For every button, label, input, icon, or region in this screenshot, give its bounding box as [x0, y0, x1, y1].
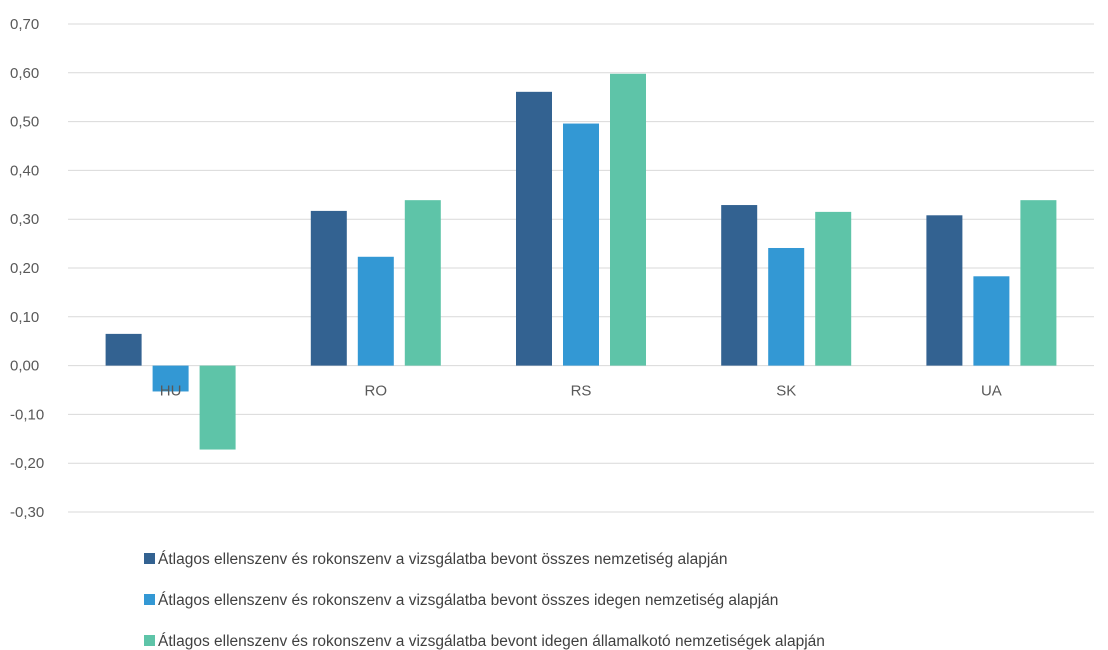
bar-sk-series-1	[721, 205, 758, 366]
bar-ua-series-1	[926, 215, 963, 366]
legend-label-2: Átlagos ellenszenv és rokonszenv a vizsg…	[158, 592, 778, 609]
legend-swatch-2	[144, 594, 155, 605]
bar-rs-series-1	[516, 91, 552, 366]
bar-sk-series-2	[768, 247, 805, 366]
category-label-ua: UA	[981, 383, 1002, 400]
bar-rs-series-3	[610, 73, 646, 366]
y-tick-label: 0,30	[10, 211, 39, 228]
legend-swatch-1	[144, 553, 155, 564]
legend: Átlagos ellenszenv és rokonszenv a vizsg…	[144, 551, 825, 650]
y-tick-label: -0,20	[10, 455, 44, 472]
bar-ua-series-3	[1020, 200, 1057, 366]
y-axis-tick-labels: 0,70 0,60 0,50 0,40 0,30 0,20 0,10 0,00 -0,10 -0,…	[10, 16, 44, 521]
bar-ua-series-2	[973, 276, 1010, 366]
category-labels: HU RO RS SK UA	[160, 383, 1002, 400]
bars	[105, 73, 1057, 450]
category-label-sk: SK	[776, 383, 796, 400]
bar-ro-series-1	[310, 210, 347, 366]
bar-sk-series-3	[815, 211, 852, 366]
bar-rs-series-2	[563, 123, 599, 366]
bar-ro-series-3	[404, 200, 441, 366]
y-tick-label: 0,20	[10, 260, 39, 277]
bar-hu-series-2	[152, 365, 189, 392]
category-label-hu: HU	[160, 383, 182, 400]
legend-swatch-3	[144, 635, 155, 646]
y-tick-label: 0,40	[10, 162, 39, 179]
legend-label-1: Átlagos ellenszenv és rokonszenv a vizsg…	[158, 551, 728, 568]
category-label-rs: RS	[571, 383, 592, 400]
category-label-ro: RO	[365, 383, 388, 400]
y-tick-label: 0,00	[10, 358, 39, 375]
bar-ro-series-2	[357, 256, 394, 366]
y-tick-label: 0,10	[10, 309, 39, 326]
y-tick-label: 0,70	[10, 16, 39, 33]
y-tick-label: 0,50	[10, 114, 39, 131]
y-tick-label: 0,60	[10, 65, 39, 82]
y-tick-label: -0,30	[10, 504, 44, 521]
bar-hu-series-3	[199, 365, 236, 450]
legend-label-3: Átlagos ellenszenv és rokonszenv a vizsg…	[158, 633, 825, 650]
bar-hu-series-1	[105, 333, 142, 366]
y-tick-label: -0,10	[10, 406, 44, 423]
